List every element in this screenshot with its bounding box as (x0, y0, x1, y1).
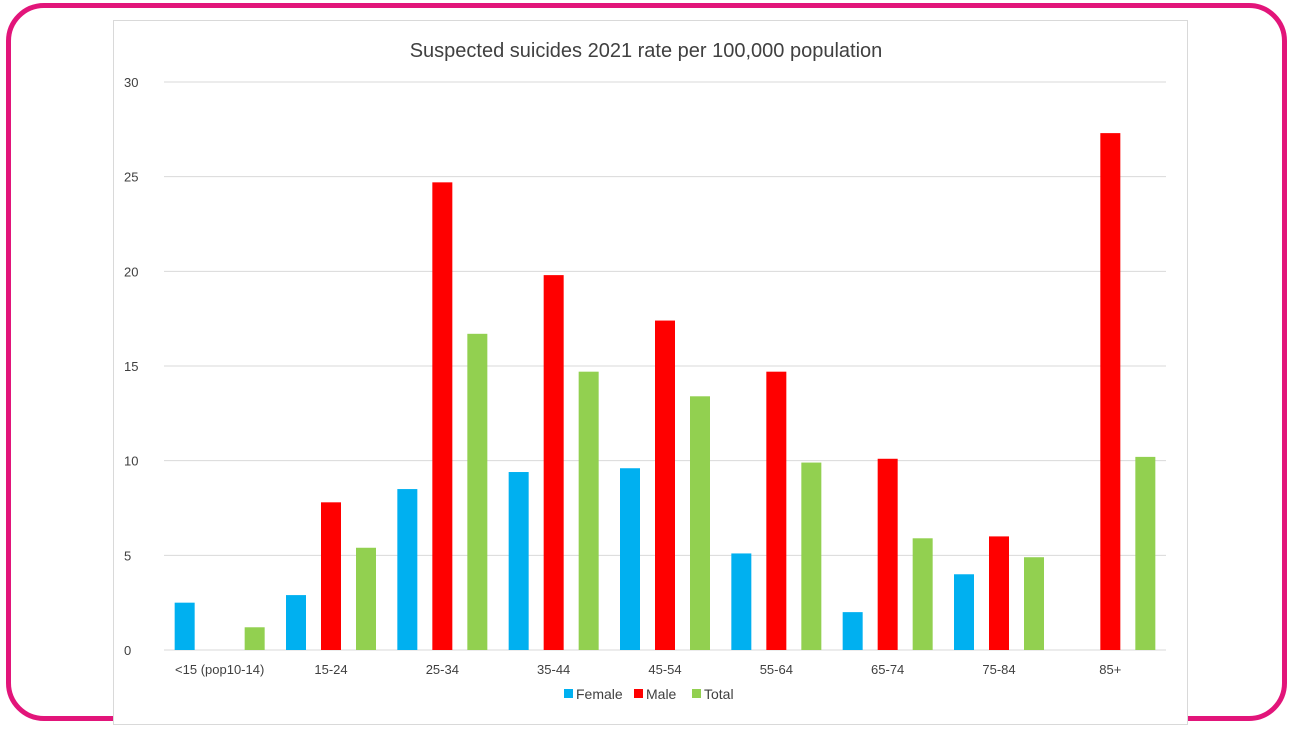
x-tick-label: 45-54 (648, 662, 681, 677)
bar-female (508, 472, 529, 650)
x-tick-label: 25-34 (426, 662, 459, 677)
bar-total (1024, 557, 1044, 650)
x-tick-label: 85+ (1099, 662, 1121, 677)
bar-total (690, 396, 710, 650)
x-tick-label: 15-24 (314, 662, 347, 677)
x-tick-label: <15 (pop10-14) (175, 662, 264, 677)
x-tick-label: 75-84 (982, 662, 1015, 677)
y-tick-label: 5 (124, 548, 131, 563)
x-tick-label: 65-74 (871, 662, 904, 677)
bar-male (543, 275, 564, 650)
bar-female (842, 612, 863, 650)
bar-female (174, 602, 195, 650)
bar-male (432, 182, 453, 650)
bar-total (244, 627, 265, 650)
bar-male (989, 536, 1009, 650)
legend-swatch-male (634, 689, 643, 698)
y-tick-label: 20 (124, 264, 138, 279)
y-tick-label: 30 (124, 75, 138, 90)
bar-total (1135, 456, 1156, 650)
bar-chart: Suspected suicides 2021 rate per 100,000… (124, 40, 1166, 702)
y-tick-label: 25 (124, 170, 138, 185)
chart-title: Suspected suicides 2021 rate per 100,000… (410, 40, 883, 62)
bar-male (877, 458, 898, 650)
bar-male (1100, 133, 1121, 650)
bar-female (954, 574, 974, 650)
bar-total (801, 462, 822, 650)
bar-total (578, 371, 599, 650)
bar-female (620, 468, 640, 650)
legend-label-female: Female (576, 686, 623, 702)
legend-label-total: Total (704, 686, 734, 702)
legend-label-male: Male (646, 686, 677, 702)
x-tick-label: 35-44 (537, 662, 570, 677)
y-tick-label: 0 (124, 643, 131, 658)
legend-swatch-female (564, 689, 573, 698)
bar-female (397, 489, 418, 650)
y-tick-label: 15 (124, 359, 138, 374)
chart-panel: Suspected suicides 2021 rate per 100,000… (113, 20, 1188, 725)
y-tick-label: 10 (124, 454, 138, 469)
bar-total (912, 538, 933, 650)
bar-female (731, 553, 752, 650)
legend-swatch-total (692, 689, 701, 698)
bar-total (467, 333, 488, 650)
x-tick-label: 55-64 (760, 662, 793, 677)
bar-male (321, 502, 341, 650)
bar-male (766, 371, 787, 650)
bar-total (356, 547, 376, 650)
bar-male (655, 320, 675, 650)
bar-female (286, 595, 306, 650)
